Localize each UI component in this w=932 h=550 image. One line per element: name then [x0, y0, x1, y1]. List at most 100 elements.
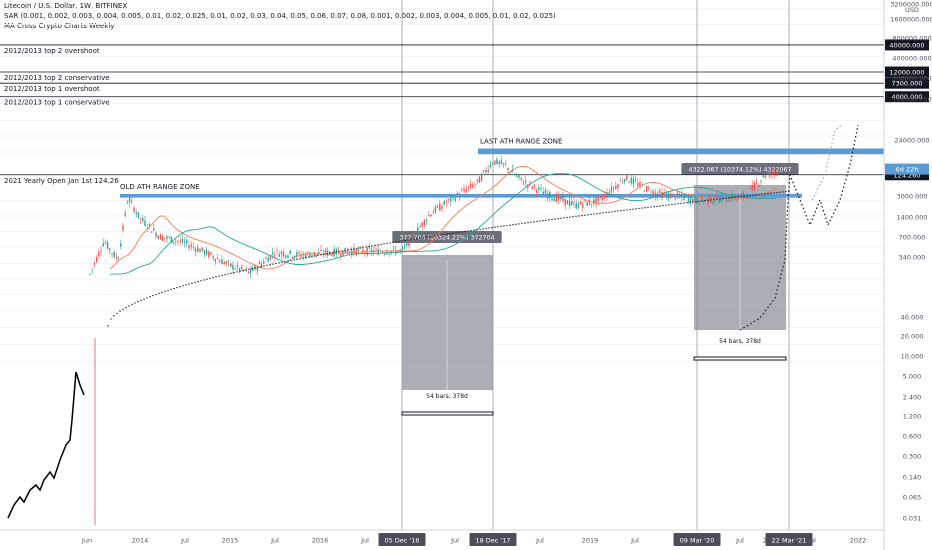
- candle-body: [219, 260, 221, 263]
- ma-indicator-label[interactable]: MA Cross Crypto Charts Weekly: [4, 22, 115, 30]
- candle-body: [540, 188, 542, 189]
- candle-body: [494, 160, 496, 165]
- candle-body: [419, 226, 421, 228]
- candle-body: [637, 183, 639, 187]
- candle-body: [566, 200, 569, 205]
- candle-body: [667, 192, 670, 199]
- sar-dot: [206, 278, 208, 280]
- x-tick-label: 2016: [312, 537, 329, 545]
- x-marker-label: 05 Dec '16: [384, 537, 419, 545]
- sar-dot: [758, 193, 760, 196]
- sar-dot: [266, 264, 268, 267]
- horizontal-levels: 2012/2013 top 2 overshoot 2012/2013 top 2…: [0, 44, 884, 185]
- x-tick-label: 2022: [850, 537, 867, 545]
- candle-body: [346, 250, 349, 254]
- sar-dot: [200, 280, 202, 282]
- candle-body: [612, 187, 615, 189]
- candle-body: [216, 258, 219, 260]
- measure-label-bottom: 54 bars, 378d: [426, 393, 468, 400]
- candle-body: [736, 197, 738, 199]
- candle-body: [111, 253, 113, 254]
- candle-body: [324, 250, 327, 254]
- range-zone-label: OLD ATH RANGE ZONE: [120, 183, 200, 191]
- x-tick-label: 2014: [132, 537, 149, 545]
- candle-body: [661, 191, 663, 199]
- candle-body: [139, 218, 142, 220]
- sar-dot: [119, 310, 121, 312]
- sar-dot: [479, 228, 481, 231]
- sar-dot: [167, 289, 169, 292]
- sar-dot: [335, 251, 337, 253]
- candle-body: [573, 202, 575, 204]
- sar-dot: [773, 192, 775, 194]
- y-tick-label: 2.400: [903, 394, 922, 402]
- y-tick-label: 1600000.000: [890, 16, 932, 24]
- countdown-background: [885, 163, 929, 175]
- candle-body: [357, 248, 360, 251]
- candle-body: [718, 198, 720, 203]
- candle-body: [516, 175, 518, 177]
- sar-dot: [359, 247, 361, 249]
- candle-body: [408, 238, 410, 246]
- candle-body: [670, 193, 672, 199]
- sar-dot: [311, 255, 313, 258]
- x-marker-label: 18 Dec '17: [475, 537, 510, 545]
- candle-body: [410, 235, 412, 236]
- level-label: 2012/2013 top 2 conservative: [4, 74, 110, 82]
- candle-body: [744, 196, 747, 197]
- sar-dot: [779, 191, 781, 193]
- candle-body: [186, 240, 188, 244]
- candle-body: [694, 196, 696, 202]
- candle-body: [146, 227, 148, 229]
- measure-box: [402, 255, 493, 390]
- candle-body: [227, 261, 230, 263]
- candle-body: [755, 182, 758, 184]
- candle-body: [478, 176, 481, 183]
- sar-dot: [143, 298, 145, 300]
- candle-body: [513, 174, 516, 176]
- sar-indicator-label[interactable]: SAR (0.001, 0.002, 0.003, 0.004, 0.005, …: [4, 12, 556, 20]
- sar-dot: [131, 303, 133, 306]
- candle-body: [203, 250, 206, 255]
- candle-body: [370, 249, 373, 253]
- candle-body: [102, 243, 104, 247]
- price-label: 7300.000: [891, 80, 922, 88]
- sar-dot: [731, 196, 733, 199]
- candle-body: [458, 195, 461, 198]
- candle-body: [681, 193, 683, 197]
- y-axis: USD3200000.0001600000.000800000.00040000…: [883, 0, 932, 550]
- candle-body: [223, 262, 225, 265]
- candle-body: [740, 194, 742, 196]
- y-tick-label: 1.200: [903, 413, 922, 421]
- candle-body: [238, 268, 241, 271]
- sar-dot: [548, 219, 550, 221]
- candle-body: [353, 247, 355, 253]
- sar-dot: [710, 199, 712, 201]
- sar-dot: [284, 261, 286, 263]
- sar-dot: [665, 204, 667, 206]
- sar-dot: [248, 268, 250, 270]
- candle-body: [749, 188, 751, 189]
- y-tick-label: 40.000: [901, 314, 924, 322]
- fractal-drawing: [7, 371, 85, 519]
- candle-body: [505, 164, 507, 166]
- sar-dot: [416, 237, 418, 240]
- sar-dot: [341, 250, 343, 252]
- candle-body: [300, 255, 302, 257]
- sar-dot: [737, 196, 739, 198]
- sar-dot: [680, 202, 682, 205]
- sar-dot: [602, 212, 604, 214]
- sar-dot: [437, 234, 439, 237]
- candle-body: [144, 220, 146, 226]
- candle-body: [544, 190, 547, 194]
- sar-dot: [161, 291, 163, 294]
- candle-body: [590, 203, 593, 205]
- candle-body: [555, 194, 558, 202]
- candle-body: [452, 195, 454, 197]
- sar-dot: [545, 219, 547, 221]
- candle-body: [172, 241, 175, 243]
- x-marker-background: [378, 533, 426, 546]
- y-tick-label: 10.000: [901, 353, 924, 361]
- candle-body: [236, 265, 239, 268]
